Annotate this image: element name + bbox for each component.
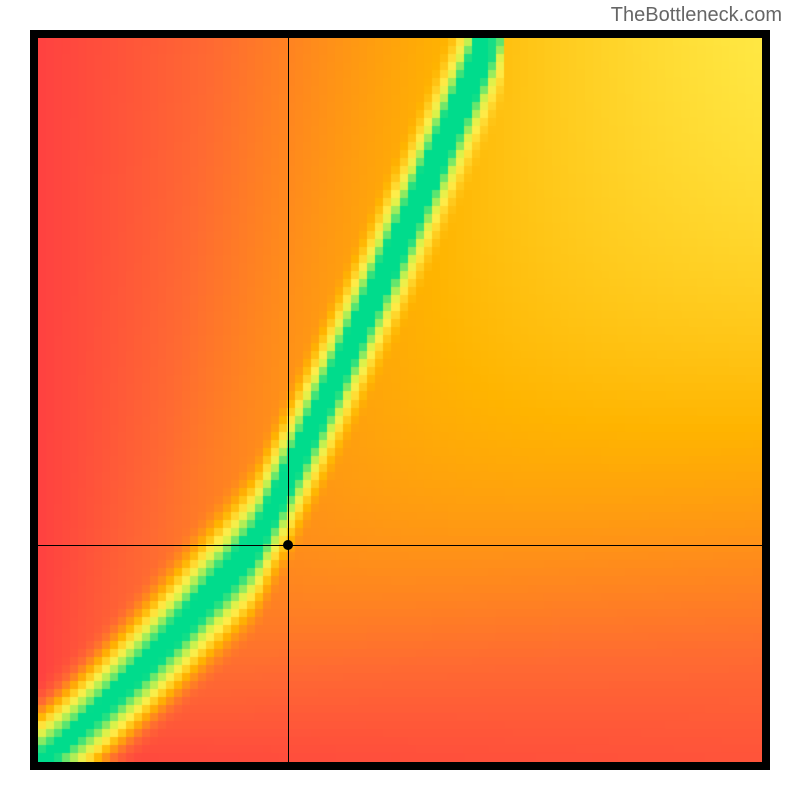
plot-inner bbox=[38, 38, 762, 762]
plot-frame bbox=[30, 30, 770, 770]
marker-dot bbox=[283, 540, 293, 550]
watermark-text: TheBottleneck.com bbox=[611, 4, 782, 27]
crosshair-vertical bbox=[288, 38, 289, 762]
crosshair-horizontal bbox=[38, 545, 762, 546]
chart-container: TheBottleneck.com bbox=[0, 0, 800, 800]
heatmap-canvas bbox=[38, 38, 762, 762]
